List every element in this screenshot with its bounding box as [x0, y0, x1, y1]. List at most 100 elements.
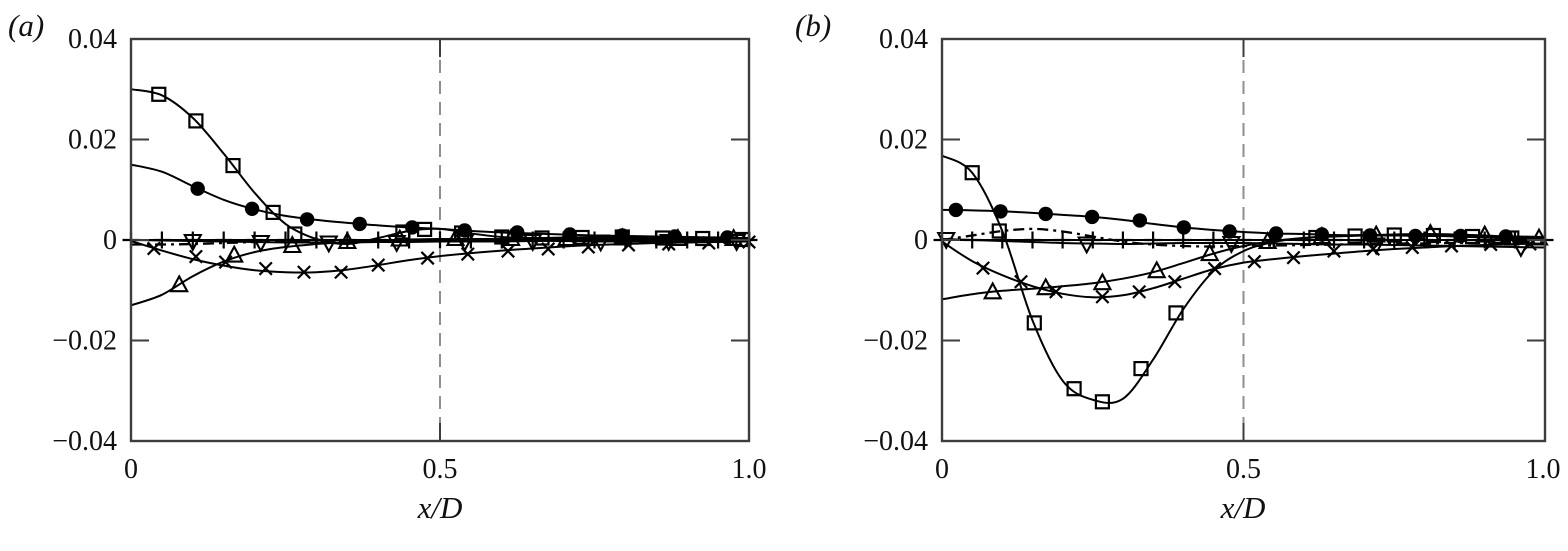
- panel-a-series-open-square-marker: [287, 226, 303, 242]
- panel-b-series-filled-circle-marker: [1498, 229, 1514, 244]
- panel-b-series-filled-circle-marker: [1314, 227, 1330, 242]
- panel-a-series-filled-circle-marker: [190, 181, 205, 196]
- panel-b-y-tick-label: −0.04: [863, 426, 928, 457]
- panel-b-series-filled-circle-marker: [1362, 228, 1378, 243]
- panel-a-series-filled-circle-marker: [457, 223, 472, 238]
- panel-a-series-filled-circle-marker: [510, 225, 525, 240]
- panel-b-x-tick-label: 0.5: [1226, 454, 1261, 485]
- panel-a-series-triangle-down-marker: [183, 233, 203, 253]
- panel-a-series-plus-marker: [153, 231, 171, 249]
- panel-a-series-cross-marker: [258, 261, 273, 276]
- panel-b-series-open-square-marker: [1347, 228, 1363, 244]
- panel-a-series-cross-marker: [146, 241, 161, 256]
- panel-a-y-tick-label: 0.02: [68, 125, 117, 156]
- panel-a-series-cross-marker: [581, 240, 596, 254]
- panel-a-series-plus-marker: [369, 231, 387, 249]
- panel-b-series-triangle-up-marker: [1257, 230, 1278, 250]
- panel-b-series-cross-marker: [1444, 239, 1459, 253]
- panel-b-series-triangle-up-marker: [1474, 224, 1495, 243]
- panel-b-series-filled-circle-marker: [1176, 220, 1192, 235]
- panel-b-y-tick-label: 0: [914, 225, 928, 256]
- panel-b-series-plus-marker: [1054, 231, 1072, 249]
- panel-b-series-open-square-marker: [1133, 361, 1149, 377]
- panel-b-y-tick-label: 0.02: [879, 125, 928, 156]
- panel-b-series-triangle-up-marker: [1199, 243, 1220, 262]
- panel-b-series-cross-marker: [1327, 244, 1341, 259]
- panel-b-series-plus-marker: [1144, 231, 1162, 249]
- panel-b-series-open-square-marker: [1168, 305, 1184, 321]
- panel-b-series-filled-circle-marker: [1268, 226, 1284, 241]
- panel-b-series-cross-marker: [1095, 289, 1110, 304]
- panel-a-series-triangle-down-marker: [522, 233, 543, 253]
- panel-a-series-dash-dot-line-line: [130, 239, 749, 246]
- panel-b-series-plus-marker: [1114, 231, 1132, 249]
- panel-b-series-cross-marker: [1405, 240, 1420, 255]
- panel-b-series-filled-circle-marker: [1038, 206, 1053, 222]
- panel-b-series-plus-marker: [1204, 231, 1222, 249]
- panel-b-series-filled-circle-marker: [1084, 209, 1100, 225]
- panel-a-x-tick-label: 0.5: [423, 454, 458, 485]
- panel-a-series-cross-marker: [501, 244, 515, 259]
- panel-b-series-filled-circle-marker: [1453, 228, 1468, 244]
- panel-a-series-triangle-down-marker: [251, 234, 271, 254]
- panel-a-series-plus-marker: [431, 231, 449, 249]
- panel-a-x-axis-title: x/D: [417, 490, 463, 525]
- panel-a-label: (a): [8, 8, 45, 43]
- panel-a-series-open-square-marker: [695, 230, 711, 247]
- panel-b-series-cross-marker: [1207, 261, 1222, 276]
- panel-b-series-triangle-up-marker: [1092, 272, 1113, 291]
- panel-b-series-open-square-marker: [991, 223, 1007, 239]
- panel-a-series-triangle-down-marker: [590, 234, 611, 253]
- panel-a-series-triangle-down-marker: [319, 235, 339, 254]
- panel-a-series-cross-marker: [334, 265, 349, 280]
- panel-a-series-triangle-up-marker: [445, 227, 466, 247]
- panel-b-series-triangle-down-marker: [1076, 236, 1097, 255]
- panel-a-series-cross-line: [130, 240, 750, 274]
- panel-a-series-triangle-up-marker: [337, 230, 358, 250]
- panel-b-x-tick-label: 0: [935, 454, 949, 485]
- panel-a-series-plus-marker: [215, 231, 233, 249]
- panel-b-series-plus-marker: [963, 231, 981, 249]
- panel-b-series-open-square-marker: [1425, 227, 1442, 244]
- panel-b-series-open-square-marker: [1066, 381, 1082, 397]
- panel-a-series-filled-circle-marker: [405, 220, 420, 235]
- panel-b-x-axis-title: x/D: [1220, 490, 1266, 525]
- panel-a-series-open-square-marker: [225, 158, 241, 174]
- panel-a-series-filled-circle-marker: [720, 230, 735, 245]
- panel-a-x-tick-label: 1.0: [732, 454, 767, 485]
- panel-a-series-cross-marker: [297, 265, 311, 280]
- panel-b-series-cross-marker: [976, 261, 990, 276]
- panel-a-series-triangle-up-marker: [169, 274, 189, 293]
- panel-b-series-filled-circle-marker: [1408, 228, 1423, 244]
- panel-a-x-tick-label: 0: [124, 454, 138, 485]
- panel-b-x-tick-label: 1.0: [1526, 454, 1561, 485]
- panel-a-series-open-square-marker: [265, 204, 281, 220]
- panel-b-series-cross-marker: [1247, 254, 1262, 269]
- panel-a-y-tick-label: −0.02: [52, 326, 117, 357]
- panel-a-series-cross-marker: [420, 251, 435, 266]
- panel-b-series-filled-circle-marker: [948, 202, 964, 218]
- panel-a-series-filled-circle-marker: [562, 227, 577, 242]
- panel-b-series-open-square-marker: [1026, 315, 1042, 331]
- panel-b-y-tick-label: 0.04: [879, 24, 928, 55]
- panel-a-series-filled-circle-marker: [299, 212, 315, 227]
- panel-b-series-open-square-marker: [1094, 394, 1111, 410]
- panel-b-series-triangle-up-marker: [982, 281, 1003, 300]
- panel-a-y-tick-label: 0: [103, 225, 117, 256]
- panel-b-series-cross-marker: [1366, 242, 1381, 256]
- panel-a-series-cross-marker: [371, 258, 386, 273]
- panel-a-series-cross-marker: [460, 247, 475, 262]
- panel-a-y-tick-label: −0.04: [52, 426, 117, 457]
- panel-a-series-open-square-marker: [188, 113, 204, 129]
- panel-b-series-triangle-up-marker: [1529, 227, 1549, 246]
- panel-b-series-filled-circle-marker: [993, 204, 1008, 219]
- panel-b-series-cross-marker: [1014, 274, 1028, 289]
- panel-b-series-open-square-marker: [1386, 227, 1402, 243]
- panel-a-series-open-square-marker: [534, 230, 550, 246]
- panel-b-series-dash-dot-line-line: [941, 227, 1546, 248]
- panel-b-series-filled-circle-marker: [1222, 224, 1237, 239]
- panel-a-y-tick-label: 0.04: [68, 24, 117, 55]
- panel-a-series-cross-marker: [218, 255, 233, 270]
